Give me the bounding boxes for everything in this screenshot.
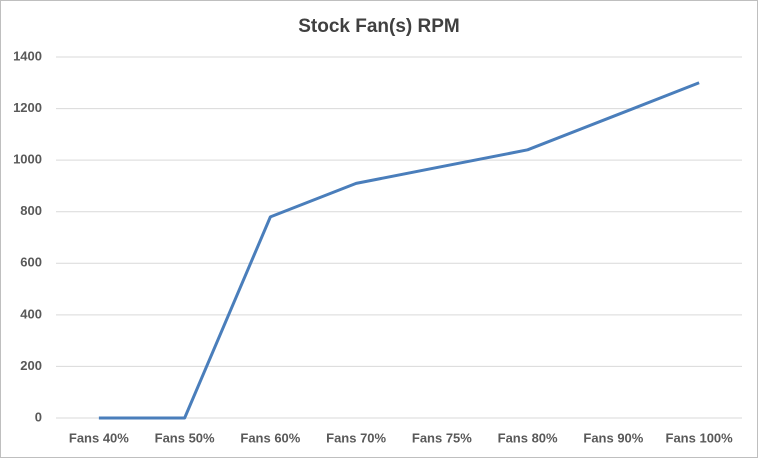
y-tick-label: 0 [35,409,42,424]
x-tick-label: Fans 90% [583,430,643,445]
x-tick-label: Fans 70% [326,430,386,445]
y-tick-label: 1200 [13,100,42,115]
x-tick-label: Fans 80% [498,430,558,445]
x-tick-label: Fans 60% [240,430,300,445]
y-tick-label: 600 [20,255,42,270]
y-tick-label: 200 [20,358,42,373]
y-tick-label: 1000 [13,152,42,167]
x-tick-label: Fans 75% [412,430,472,445]
chart-title: Stock Fan(s) RPM [298,16,460,37]
data-line [98,81,700,420]
y-tick-label: 400 [20,306,42,321]
y-tick-label: 800 [20,203,42,218]
x-tick-label: Fans 50% [155,430,215,445]
x-tick-label: Fans 40% [69,430,129,445]
x-tick-label: Fans 100% [666,430,734,445]
y-tick-label: 1400 [13,48,42,63]
